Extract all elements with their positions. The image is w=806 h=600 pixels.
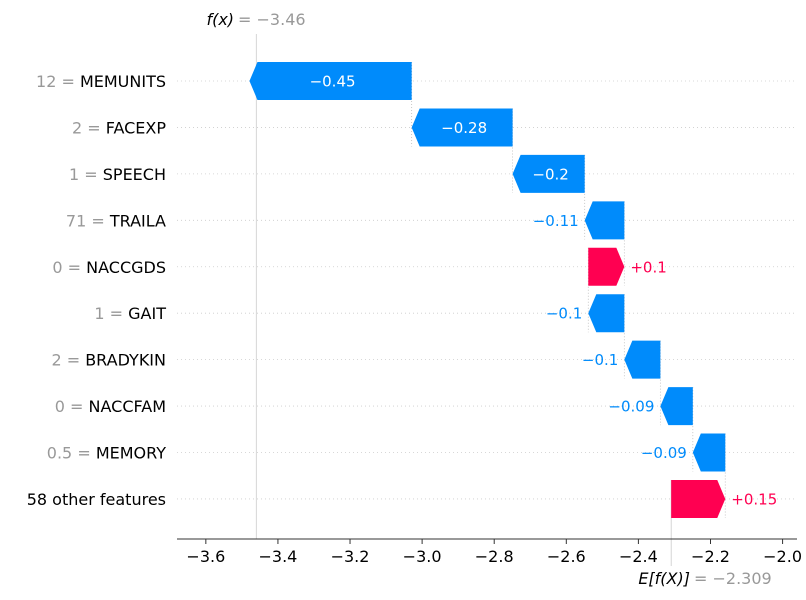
- feature-label: 0.5 = MEMORY: [47, 444, 166, 463]
- negative-bar: [411, 108, 513, 147]
- feature-value: 2 =: [51, 351, 85, 370]
- feature-name: FACEXP: [106, 118, 167, 137]
- negative-bar: [624, 340, 661, 379]
- x-tick-label: −3.4: [259, 547, 298, 566]
- feature-name: 58 other features: [27, 490, 166, 509]
- bar-value-label: −0.1: [546, 305, 582, 323]
- x-tick-label: −3.6: [186, 547, 225, 566]
- feature-label: 1 = GAIT: [94, 304, 166, 323]
- feature-value: 71 =: [66, 211, 110, 230]
- svg-text:E[f(X)]= −2.309: E[f(X)] = −2.309: [638, 569, 771, 588]
- bar-value-label: +0.1: [630, 258, 666, 276]
- feature-label: 71 = TRAILA: [66, 211, 166, 230]
- feature-name: MEMORY: [96, 444, 166, 463]
- fx-label: f(x): [206, 10, 234, 29]
- base-label: E[f(X)]: [638, 569, 690, 588]
- x-tick-label: −2.0: [763, 547, 802, 566]
- feature-label: 0 = NACCGDS: [52, 258, 166, 277]
- x-tick-label: −2.4: [619, 547, 658, 566]
- bar-value-label: −0.1: [582, 351, 618, 369]
- feature-name: NACCGDS: [86, 258, 166, 277]
- negative-bar: [584, 201, 625, 240]
- x-tick-label: −3.2: [331, 547, 370, 566]
- feature-name: TRAILA: [109, 211, 166, 230]
- feature-value: 12 =: [36, 72, 80, 91]
- feature-name: SPEECH: [103, 165, 166, 184]
- feature-label: 12 = MEMUNITS: [36, 72, 166, 91]
- feature-label: 1 = SPEECH: [69, 165, 166, 184]
- bar-value-label: −0.09: [608, 398, 654, 416]
- positive-bar: [588, 247, 625, 286]
- feature-value: 0 =: [52, 258, 86, 277]
- feature-label: 2 = FACEXP: [72, 118, 166, 137]
- negative-bar: [512, 154, 585, 193]
- feature-label: 58 other features: [27, 490, 166, 509]
- bar-value-label: −0.45: [310, 73, 356, 91]
- bars: −0.45 −0.28 −0.2 −0.11 +0.1 −0.1 −0.1 −0.09 −0.0…: [249, 62, 777, 518]
- x-tick-label: −2.6: [547, 547, 586, 566]
- x-tick-label: −2.2: [691, 547, 730, 566]
- svg-text:f(x)= −3.46: f(x) = −3.46: [206, 10, 305, 29]
- feature-labels: 12 = MEMUNITS 2 = FACEXP 1 = SPEECH 71 = TR…: [27, 72, 167, 509]
- feature-value: 0.5 =: [47, 444, 96, 463]
- feature-name: GAIT: [128, 304, 166, 323]
- fx-annotation: f(x) = −3.46: [206, 10, 305, 29]
- x-tick-label: −3.0: [403, 547, 442, 566]
- bar-value-label: −0.11: [533, 212, 579, 230]
- negative-bar: [249, 62, 412, 100]
- feature-name: NACCFAM: [89, 397, 166, 416]
- feature-value: 0 =: [55, 397, 89, 416]
- x-tick-label: −2.8: [475, 547, 514, 566]
- feature-label: 0 = NACCFAM: [55, 397, 166, 416]
- bar-value-label: +0.15: [731, 490, 777, 508]
- feature-value: 2 =: [72, 118, 106, 137]
- bar-value-label: −0.28: [441, 119, 487, 137]
- feature-value: 1 =: [69, 165, 103, 184]
- x-axis: −3.6 −3.4 −3.2 −3.0 −2.8 −2.6 −2.4 −2.2 −2.0: [177, 538, 802, 566]
- bar-value-label: −0.2: [532, 165, 568, 183]
- base-annotation: E[f(X)] = −2.309: [638, 569, 771, 588]
- base-value: = −2.309: [694, 569, 772, 588]
- bar-value-label: −0.09: [641, 444, 687, 462]
- feature-value: 1 =: [94, 304, 128, 323]
- feature-name: BRADYKIN: [85, 351, 166, 370]
- negative-bar: [660, 387, 693, 426]
- feature-name: MEMUNITS: [80, 72, 166, 91]
- negative-bar: [692, 433, 726, 472]
- feature-label: 2 = BRADYKIN: [51, 351, 166, 370]
- positive-bar: [671, 479, 726, 518]
- negative-bar: [588, 294, 625, 333]
- fx-value: = −3.46: [238, 10, 306, 29]
